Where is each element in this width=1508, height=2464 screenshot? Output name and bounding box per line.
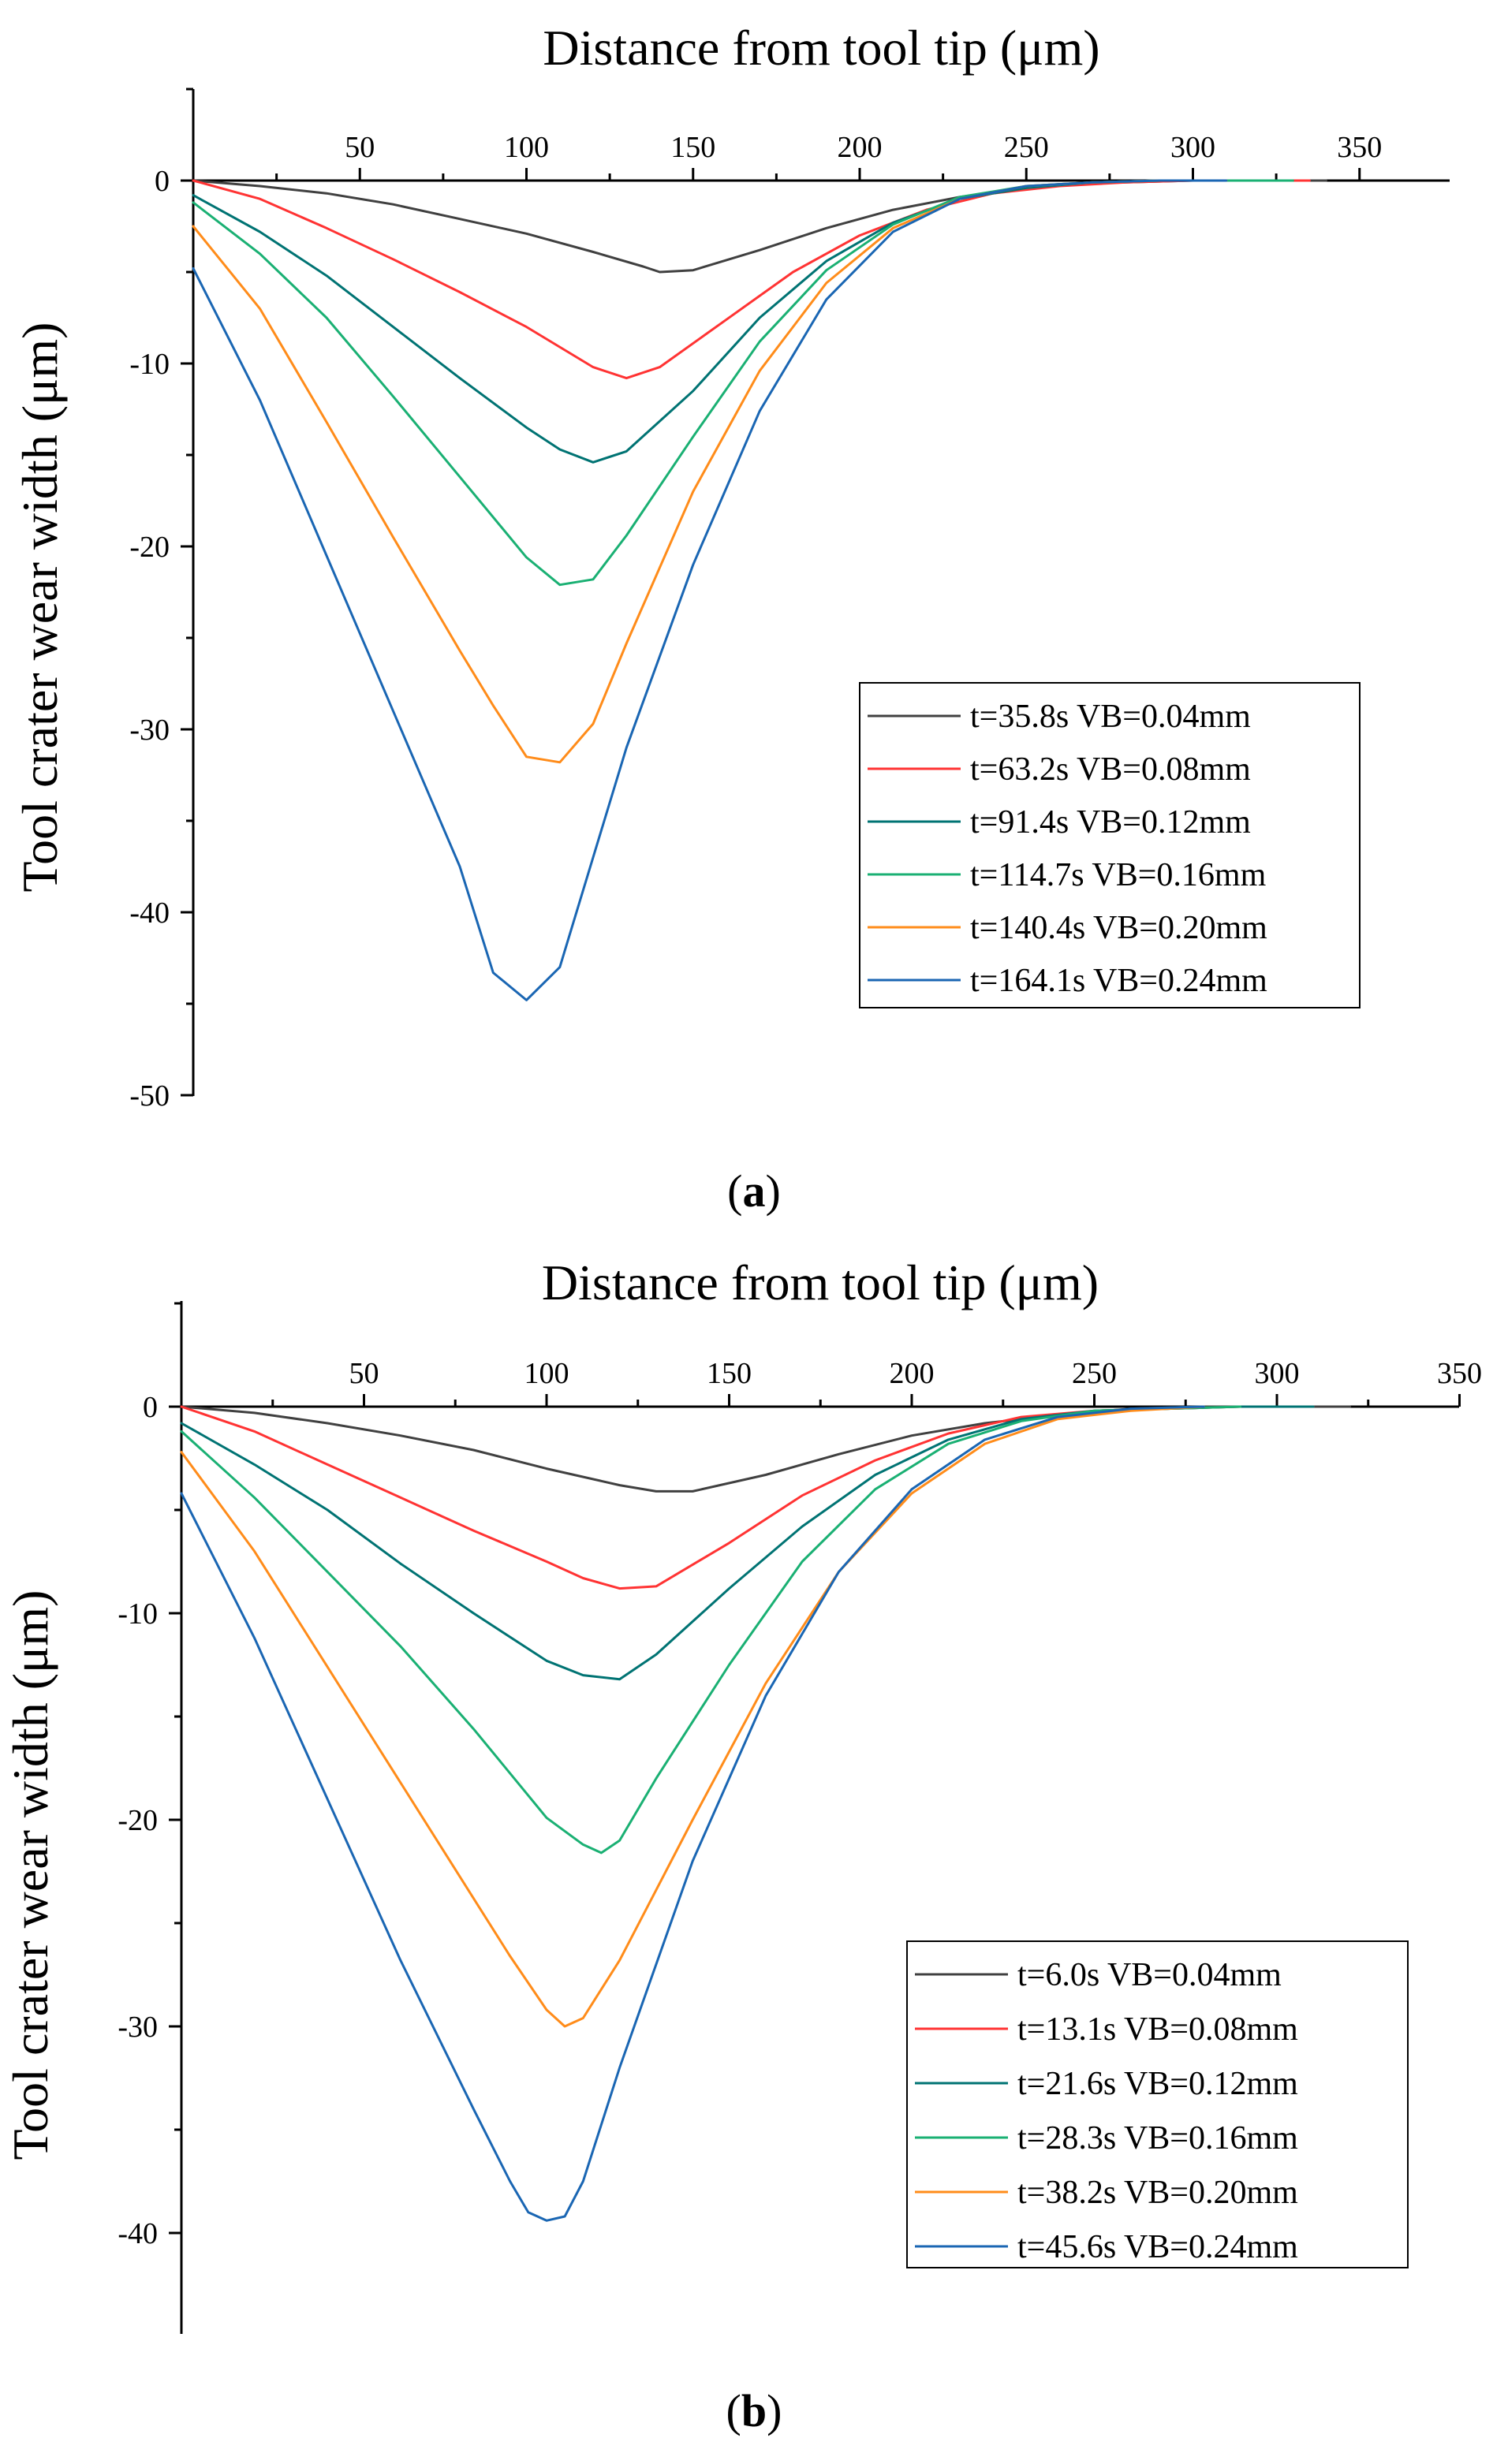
legend: t=6.0s VB=0.04mm t=13.1s VB=0.08mm t=21.6s… xyxy=(906,1940,1409,2268)
y-tick-label: -10 xyxy=(118,1597,158,1631)
y-tick-label: 0 xyxy=(143,1391,158,1424)
panel-label: (a) xyxy=(727,1165,781,1217)
x-axis-title: Distance from tool tip (μm) xyxy=(542,1254,1099,1310)
x-tick-label: 300 xyxy=(1170,131,1215,164)
series-line-4 xyxy=(180,1405,1242,1855)
x-tick-label: 350 xyxy=(1437,1357,1482,1390)
legend-label-5: t=140.4s VB=0.20mm xyxy=(970,910,1267,946)
legend-label-4: t=28.3s VB=0.16mm xyxy=(1017,2120,1298,2156)
x-tick-label: 150 xyxy=(670,131,715,164)
panel-label-letter: a xyxy=(743,1165,766,1217)
x-tick-label: 150 xyxy=(707,1357,752,1390)
legend-label-5: t=38.2s VB=0.20mm xyxy=(1017,2175,1298,2211)
panel-label-close: ) xyxy=(766,1165,781,1217)
legend-label-6: t=45.6s VB=0.24mm xyxy=(1017,2229,1298,2265)
series-line-6 xyxy=(192,179,1228,1001)
legend-label-6: t=164.1s VB=0.24mm xyxy=(970,963,1267,999)
x-tick-label: 300 xyxy=(1255,1357,1300,1390)
legend-label-3: t=21.6s VB=0.12mm xyxy=(1017,2066,1298,2102)
legend-label-1: t=35.8s VB=0.04mm xyxy=(970,699,1251,735)
x-tick-label: 200 xyxy=(890,1357,935,1390)
panel-label: (b) xyxy=(726,2385,782,2436)
legend-label-3: t=91.4s VB=0.12mm xyxy=(970,804,1251,841)
y-axis-title: Tool crater wear width (μm) xyxy=(12,322,68,893)
y-tick-label: -20 xyxy=(129,531,170,564)
legend-box xyxy=(859,682,1361,1008)
panel-label-open: ( xyxy=(726,2385,741,2436)
legend-label-1: t=6.0s VB=0.04mm xyxy=(1017,1957,1282,1993)
y-tick-label: -30 xyxy=(129,714,170,747)
x-axis-title: Distance from tool tip (μm) xyxy=(543,20,1099,76)
series-line-6 xyxy=(180,1405,1205,2222)
x-tick-label: 100 xyxy=(504,131,549,164)
panel-label-close: ) xyxy=(767,2385,782,2436)
y-tick-label: -40 xyxy=(118,2217,158,2250)
x-tick-label: 350 xyxy=(1337,131,1382,164)
y-tick-label: -20 xyxy=(118,1804,158,1837)
panel-label-open: ( xyxy=(727,1165,742,1217)
legend: t=35.8s VB=0.04mm t=63.2s VB=0.08mm t=91.4… xyxy=(859,682,1361,1008)
panel-label-letter: b xyxy=(741,2385,767,2436)
legend-label-2: t=63.2s VB=0.08mm xyxy=(970,751,1251,788)
x-tick-label: 250 xyxy=(1072,1357,1117,1390)
y-tick-label: 0 xyxy=(155,165,170,198)
y-tick-label: -10 xyxy=(129,348,170,381)
chart-panel-b: Distance from tool tip (μm) Tool crater w… xyxy=(2,1254,1482,2436)
legend-label-4: t=114.7s VB=0.16mm xyxy=(970,857,1267,893)
chart-panel-a: Distance from tool tip (μm) Tool crater w… xyxy=(12,20,1450,1217)
x-tick-label: 200 xyxy=(838,131,883,164)
y-tick-label: -40 xyxy=(129,897,170,930)
x-tick-label: 50 xyxy=(345,131,375,164)
x-tick-label: 100 xyxy=(524,1357,569,1390)
x-tick-label: 250 xyxy=(1004,131,1049,164)
y-tick-label: -30 xyxy=(118,2011,158,2044)
x-tick-label: 50 xyxy=(349,1357,379,1390)
y-axis-title: Tool crater wear width (μm) xyxy=(2,1590,58,2160)
series-line-5 xyxy=(180,1405,1205,2028)
legend-box xyxy=(906,1940,1409,2268)
legend-label-2: t=13.1s VB=0.08mm xyxy=(1017,2011,1298,2048)
y-tick-label: -50 xyxy=(129,1079,170,1113)
